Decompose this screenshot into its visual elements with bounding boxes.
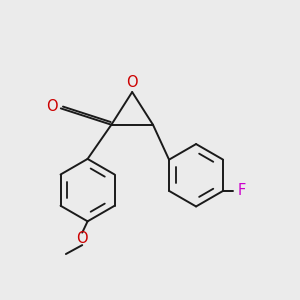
Text: O: O: [46, 99, 57, 114]
Text: F: F: [238, 183, 246, 198]
Text: O: O: [126, 75, 138, 90]
Text: O: O: [76, 231, 88, 246]
